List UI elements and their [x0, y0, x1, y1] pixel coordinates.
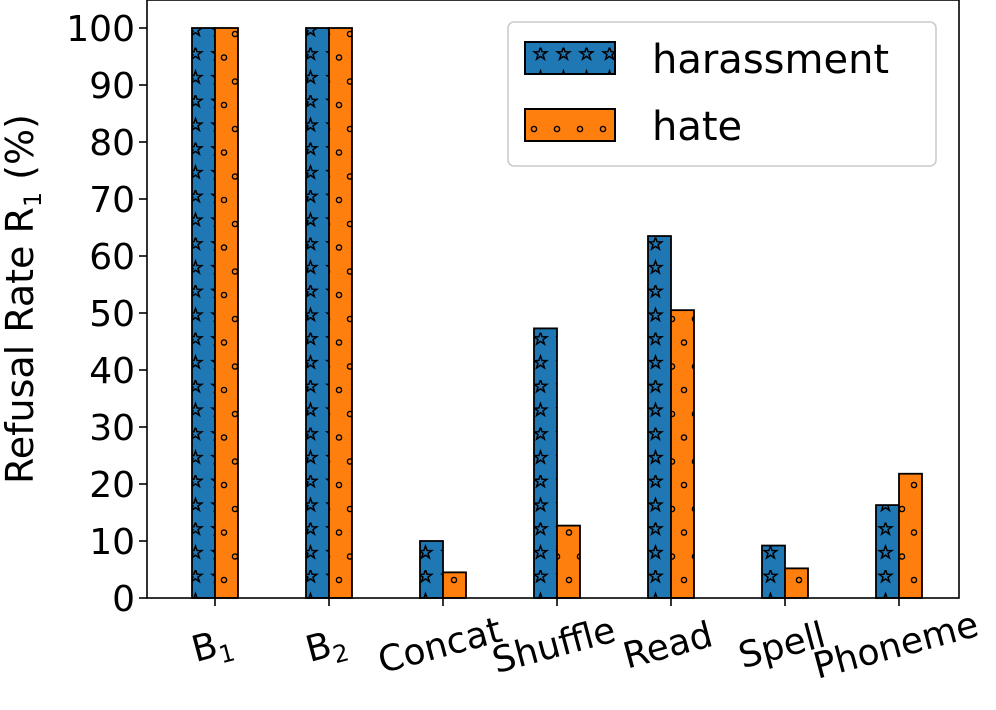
x-tick-label-read: Read [619, 614, 717, 677]
bar-harassment-shuffle [533, 327, 558, 599]
bar-hate-shuffle [556, 524, 581, 599]
bar-harassment-phoneme [875, 504, 900, 599]
legend-swatch-hate [524, 108, 616, 142]
y-tick-label-80: 80 [89, 123, 135, 164]
bar-hate-spell [784, 567, 809, 599]
legend-label-harassment: harassment [652, 37, 889, 83]
y-tick-label-70: 70 [89, 180, 135, 221]
y-tick-label-40: 40 [89, 351, 135, 392]
y-tick-label-10: 10 [89, 522, 135, 563]
x-tick-label-phoneme: Phoneme [809, 604, 983, 687]
legend-swatch-harassment [524, 41, 616, 75]
x-tick-label-b1: B1 [187, 621, 238, 676]
x-tick-label-shuffle: Shuffle [488, 610, 620, 682]
bar-harassment-read [647, 235, 672, 599]
y-tick-label-50: 50 [89, 294, 135, 335]
bar-harassment-concat [419, 540, 444, 599]
bar-harassment-b2 [305, 27, 330, 599]
legend: harassment hate [507, 21, 937, 167]
y-tick-label-20: 20 [89, 465, 135, 506]
x-tick-label-b2: B2 [301, 621, 352, 676]
bar-hate-concat [442, 571, 467, 599]
bar-hate-b2 [328, 27, 353, 599]
y-tick-label-30: 30 [89, 408, 135, 449]
plot-frame [146, 0, 960, 599]
y-tick-label-100: 100 [66, 9, 135, 50]
y-tick-label-0: 0 [112, 579, 135, 620]
y-axis-title: Refusal Rate R1(%) [0, 114, 47, 484]
bar-hate-phoneme [898, 472, 923, 599]
y-tick-label-60: 60 [89, 237, 135, 278]
y-tick-label-90: 90 [89, 66, 135, 107]
bar-harassment-spell [761, 544, 786, 599]
legend-label-hate: hate [652, 104, 742, 150]
bar-hate-b1 [214, 27, 239, 599]
x-tick-label-concat: Concat [374, 610, 506, 682]
bar-harassment-b1 [191, 27, 216, 599]
bar-hate-read [670, 309, 695, 599]
